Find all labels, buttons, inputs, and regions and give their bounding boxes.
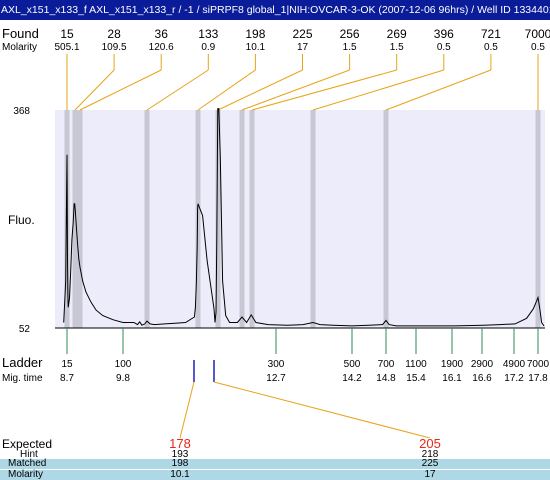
ladder-time-label: 14.8 (376, 373, 396, 384)
ladder-size-label: 500 (344, 359, 361, 370)
found-size-label: 15 (60, 27, 74, 41)
matched-value: 198 (171, 458, 189, 469)
found-size-label: 269 (387, 27, 407, 41)
window-title: AXL_x151_x133_f AXL_x151_x133_r / -1 / s… (0, 0, 550, 20)
y-tick-top: 368 (13, 106, 30, 117)
found-molarity-label: 0.5 (484, 42, 498, 53)
plot-area (55, 110, 545, 328)
found-size-label: 256 (340, 27, 360, 41)
peak-band (195, 110, 201, 328)
found-connector (217, 69, 303, 111)
matched-row: Matched 198 225 (0, 459, 550, 469)
expected-row: Expected 178 205 (0, 436, 550, 451)
matched-value: 225 (421, 458, 439, 469)
electropherogram-chart: Found Molarity 15505.128109.536120.61330… (2, 26, 550, 438)
expected-value: 178 (169, 436, 191, 451)
ladder-time-label: 8.7 (60, 373, 74, 384)
ladder-time-label: 16.1 (442, 373, 462, 384)
found-size-label: 7000 (525, 27, 550, 41)
found-molarity-label: 1.5 (343, 42, 357, 53)
fluorescence-trace (63, 108, 545, 327)
ladder-size-label: 1100 (405, 359, 427, 370)
expected-value: 205 (419, 436, 441, 451)
peak-band (310, 110, 316, 328)
ladder-size-label: 7000 (527, 359, 550, 370)
expected-connector (179, 381, 195, 438)
ladder-time-label: 16.6 (472, 373, 492, 384)
peak-band (239, 110, 245, 328)
ladder-time-label: 17.8 (528, 373, 548, 384)
ladder-size-label: 300 (268, 359, 285, 370)
found-connector (385, 69, 492, 111)
hint-row: Hint 193 218 (0, 449, 550, 460)
ladder-size-label: 1900 (441, 359, 464, 370)
found-connectors (66, 54, 539, 111)
found-size-label: 36 (155, 27, 169, 41)
found-molarity-label: 120.6 (149, 42, 174, 53)
ladder-size-label: 700 (378, 359, 395, 370)
ladder-size-label: 15 (61, 359, 73, 370)
found-size-label: 396 (434, 27, 454, 41)
molarity-row-label: Molarity (2, 42, 37, 53)
found-size-label: 28 (107, 27, 121, 41)
found-molarity-label: 505.1 (54, 42, 79, 53)
found-size-label: 198 (245, 27, 265, 41)
expected-row-label: Expected (2, 437, 53, 451)
ladder-time-label: 14.2 (342, 373, 362, 384)
ladder-row-label: Ladder (2, 355, 43, 370)
hint-row-label: Hint (20, 449, 38, 460)
hint-value: 218 (421, 449, 439, 460)
expected-molarity-row-label: Molarity (8, 469, 44, 480)
found-connector (312, 69, 444, 111)
ladder-time-label: 12.7 (266, 373, 286, 384)
found-molarity-label: 17 (297, 42, 309, 53)
found-molarity-label: 10.1 (246, 42, 266, 53)
peak-band (215, 110, 221, 328)
expected-molarity-value: 10.1 (170, 469, 190, 480)
found-size-label: 225 (292, 27, 312, 41)
expected-molarity-value: 17 (424, 469, 436, 480)
found-molarity-label: 0.5 (531, 42, 545, 53)
expected-connector (213, 381, 431, 438)
found-molarity-label: 0.9 (201, 42, 215, 53)
peak-band (535, 110, 541, 328)
fluo-axis-label: Fluo. (8, 213, 35, 227)
ladder-time-label: 9.8 (116, 373, 130, 384)
found-size-label: 721 (481, 27, 501, 41)
found-connector (251, 69, 397, 111)
found-molarity-label: 109.5 (102, 42, 127, 53)
ladder-time-label: 17.2 (504, 373, 524, 384)
ladder-time-label: 15.4 (406, 373, 426, 384)
ladder-ticks: 15 8.7 100 9.8 300 12.7 500 14.2 700 14.8 1100 15.4… (60, 328, 550, 384)
peak-band (249, 110, 255, 328)
peak-band (77, 110, 83, 328)
found-size-label: 133 (198, 27, 218, 41)
peak-band (72, 110, 78, 328)
peak-band (144, 110, 150, 328)
ladder-size-label: 100 (115, 359, 132, 370)
expected-table: Expected 178 205 Hint 193 218 Matched 19… (0, 436, 550, 480)
found-connector (74, 69, 115, 111)
hint-value: 193 (171, 449, 189, 460)
expected-markers (179, 360, 431, 438)
found-connector (197, 69, 256, 111)
found-row-label: Found (2, 26, 39, 41)
found-connector (79, 69, 162, 111)
expected-molarity-row: Molarity 10.1 17 (0, 470, 550, 480)
found-molarity-label: 1.5 (390, 42, 404, 53)
found-connector (146, 69, 209, 111)
y-tick-bottom: 52 (19, 324, 31, 335)
matched-row-label: Matched (8, 458, 47, 469)
found-connector (241, 69, 350, 111)
mig-time-row-label: Mig. time (2, 373, 43, 384)
ladder-size-label: 4900 (503, 359, 526, 370)
ladder-size-label: 2900 (471, 359, 494, 370)
peak-band (383, 110, 389, 328)
found-molarity-label: 0.5 (437, 42, 451, 53)
